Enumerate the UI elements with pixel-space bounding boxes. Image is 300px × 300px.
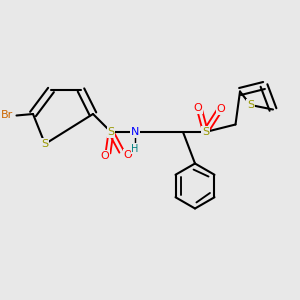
- Text: H: H: [131, 143, 139, 154]
- Text: O: O: [123, 149, 132, 160]
- Text: N: N: [131, 127, 139, 137]
- Text: O: O: [216, 104, 225, 115]
- Text: S: S: [107, 127, 115, 137]
- Text: O: O: [100, 151, 109, 161]
- Text: S: S: [41, 139, 49, 149]
- Text: O: O: [194, 103, 202, 113]
- Text: S: S: [202, 127, 209, 137]
- Text: S: S: [247, 100, 254, 110]
- Text: Br: Br: [2, 110, 14, 121]
